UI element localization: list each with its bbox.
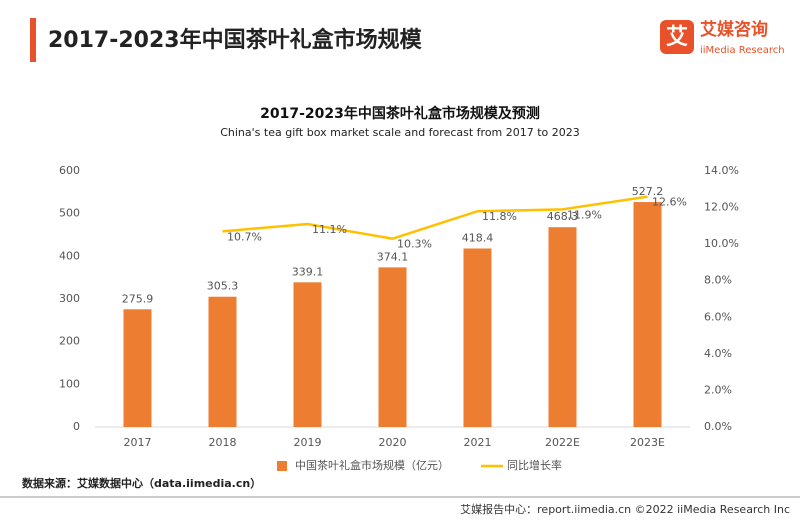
y-tick-label: 100 xyxy=(59,377,80,390)
x-tick-label: 2018 xyxy=(209,436,237,449)
bar-value-label: 527.2 xyxy=(632,185,664,198)
line-value-label: 11.9% xyxy=(567,208,602,221)
bar-value-label: 374.1 xyxy=(377,250,409,263)
bar xyxy=(633,202,662,427)
bar-value-label: 418.4 xyxy=(462,231,494,244)
line-value-label: 11.8% xyxy=(482,210,517,223)
legend-label: 中国茶叶礼盒市场规模（亿元） xyxy=(295,458,449,472)
bar-value-label: 275.9 xyxy=(122,292,154,305)
line-value-label: 11.1% xyxy=(312,223,347,236)
y2-tick-label: 0.0% xyxy=(704,420,732,433)
source: 数据来源：艾媒数据中心（data.iimedia.cn） xyxy=(22,476,261,490)
y2-tick-label: 14.0% xyxy=(704,164,739,177)
logo-name: 艾媒咨询 xyxy=(700,19,768,40)
legend-swatch xyxy=(277,461,287,471)
y2-tick-label: 8.0% xyxy=(704,274,732,287)
logo-icon: 艾 xyxy=(666,25,688,50)
line-value-label: 10.3% xyxy=(397,238,432,251)
y-tick-label: 400 xyxy=(59,249,80,262)
y-tick-label: 600 xyxy=(59,164,80,177)
y-tick-label: 0 xyxy=(73,420,80,433)
bar-value-label: 305.3 xyxy=(207,280,239,293)
chart-title: 2017-2023年中国茶叶礼盒市场规模及预测 xyxy=(260,105,540,122)
bar xyxy=(293,282,322,427)
y-tick-label: 200 xyxy=(59,335,80,348)
bar xyxy=(208,296,237,427)
bar-value-label: 468.3 xyxy=(547,210,579,223)
x-tick-label: 2023E xyxy=(630,436,665,449)
logo-icon-bg xyxy=(660,20,694,54)
bar-value-label: 339.1 xyxy=(292,265,324,278)
y-tick-label: 300 xyxy=(59,292,80,305)
bar xyxy=(548,227,577,427)
y2-tick-label: 6.0% xyxy=(704,310,732,323)
y2-tick-label: 10.0% xyxy=(704,237,739,250)
y2-tick-label: 2.0% xyxy=(704,383,732,396)
y2-tick-label: 4.0% xyxy=(704,347,732,360)
bar xyxy=(123,309,152,427)
title-accent xyxy=(30,18,36,62)
footer: 艾媒报告中心：report.iimedia.cn ©2022 iiMedia R… xyxy=(460,502,790,516)
x-tick-label: 2019 xyxy=(294,436,322,449)
y2-tick-label: 12.0% xyxy=(704,201,739,214)
x-tick-label: 2017 xyxy=(124,436,152,449)
y-tick-label: 500 xyxy=(59,207,80,220)
line-value-label: 10.7% xyxy=(227,230,262,243)
chart-subtitle: China's tea gift box market scale and fo… xyxy=(220,126,580,139)
legend-label: 同比增长率 xyxy=(507,458,562,472)
line xyxy=(222,195,648,240)
logo-sub: iiMedia Research xyxy=(700,45,785,56)
x-tick-label: 2022E xyxy=(545,436,580,449)
bar xyxy=(378,267,407,427)
line-value-label: 12.6% xyxy=(652,196,687,209)
bar xyxy=(463,248,492,427)
page-title: 2017-2023年中国茶叶礼盒市场规模 xyxy=(48,27,423,53)
x-tick-label: 2020 xyxy=(379,436,407,449)
x-tick-label: 2021 xyxy=(464,436,492,449)
